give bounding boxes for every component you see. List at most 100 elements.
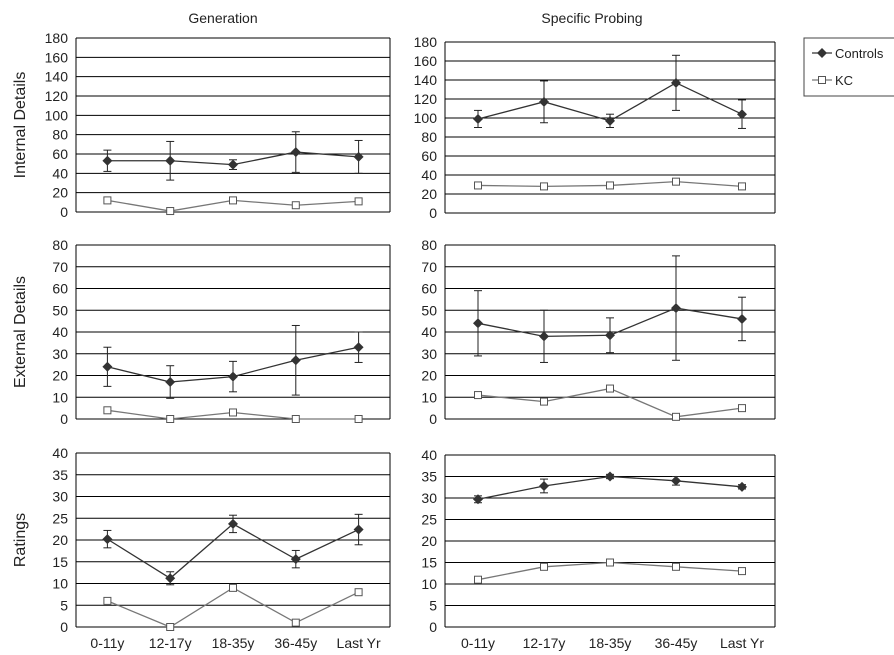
y-tick-label: 20 bbox=[421, 533, 437, 549]
data-point-kc bbox=[606, 181, 614, 190]
y-tick-label: 70 bbox=[52, 259, 68, 275]
legend-kc-square-marker bbox=[818, 76, 826, 84]
row-label-external-details: External Details bbox=[12, 276, 29, 388]
y-tick-label: 10 bbox=[421, 389, 437, 405]
chart-panel-1: 0 20 40 60 80 100 120 140 160 180 bbox=[45, 30, 391, 220]
data-point-kc bbox=[103, 406, 112, 415]
data-point-controls bbox=[165, 573, 176, 584]
y-tick-label: 80 bbox=[421, 237, 437, 253]
y-tick-label: 160 bbox=[414, 53, 438, 69]
data-point-controls bbox=[605, 115, 615, 126]
data-point-controls bbox=[228, 371, 238, 382]
x-tick-label: 36-45y bbox=[655, 635, 698, 651]
y-tick-label: 0 bbox=[60, 411, 68, 427]
y-tick-label: 40 bbox=[421, 447, 437, 463]
x-tick-label: 0-11y bbox=[461, 635, 495, 651]
y-tick-label: 10 bbox=[421, 576, 437, 592]
data-point-kc bbox=[672, 177, 680, 186]
series-line-kc bbox=[107, 587, 359, 628]
y-tick-label: 0 bbox=[429, 411, 437, 427]
data-point-controls bbox=[605, 330, 615, 341]
y-tick-label: 35 bbox=[52, 467, 68, 483]
legend-kc-label: KC bbox=[835, 73, 853, 88]
data-point-controls bbox=[165, 377, 176, 388]
data-point-controls bbox=[473, 113, 483, 124]
data-point-kc bbox=[103, 596, 112, 605]
legend-controls-diamond-marker bbox=[817, 48, 827, 58]
data-point-controls bbox=[290, 355, 301, 366]
legend-controls-label: Controls bbox=[835, 46, 884, 61]
data-point-kc bbox=[229, 196, 237, 205]
data-point-controls bbox=[102, 155, 113, 166]
x-tick-label: 18-35y bbox=[212, 635, 255, 651]
data-point-controls bbox=[737, 109, 747, 120]
data-point-kc bbox=[166, 415, 175, 423]
y-tick-label: 10 bbox=[52, 576, 68, 592]
legend-frame bbox=[803, 37, 894, 97]
y-tick-label: 10 bbox=[52, 389, 68, 405]
y-tick-label: 35 bbox=[421, 469, 437, 485]
data-point-kc bbox=[291, 415, 300, 423]
data-point-kc bbox=[738, 567, 746, 576]
y-tick-label: 40 bbox=[52, 165, 68, 181]
data-point-kc bbox=[540, 182, 548, 191]
data-point-kc bbox=[354, 588, 363, 597]
y-tick-label: 100 bbox=[414, 110, 438, 126]
data-point-controls bbox=[671, 303, 681, 314]
data-point-controls bbox=[539, 331, 549, 342]
data-point-kc bbox=[229, 408, 237, 417]
y-tick-label: 180 bbox=[45, 30, 69, 46]
y-tick-label: 30 bbox=[52, 346, 68, 362]
data-point-controls bbox=[737, 313, 747, 324]
y-tick-label: 120 bbox=[45, 88, 69, 104]
x-tick-label: Last Yr bbox=[337, 635, 381, 651]
y-tick-label: 15 bbox=[421, 555, 437, 571]
y-tick-label: 50 bbox=[421, 302, 437, 318]
data-point-controls bbox=[671, 475, 681, 486]
y-tick-label: 25 bbox=[421, 512, 437, 528]
y-tick-label: 30 bbox=[421, 346, 437, 362]
data-point-kc bbox=[354, 415, 363, 423]
column-title-specific-probing: Specific Probing bbox=[541, 10, 642, 26]
data-point-kc bbox=[291, 618, 300, 627]
y-tick-label: 0 bbox=[60, 619, 68, 635]
data-point-kc bbox=[606, 384, 614, 393]
y-tick-label: 40 bbox=[421, 167, 437, 183]
y-tick-label: 0 bbox=[429, 205, 437, 221]
data-point-kc bbox=[474, 575, 482, 584]
y-tick-label: 160 bbox=[45, 49, 69, 65]
row-label-internal-details: Internal Details bbox=[12, 72, 29, 179]
data-point-controls bbox=[539, 480, 549, 491]
data-point-controls bbox=[353, 342, 364, 353]
data-point-kc bbox=[229, 583, 237, 592]
data-point-controls bbox=[228, 518, 238, 529]
chart-panel-5: 0 5 10 15 20 25 30 35 40 0-11y 12-17y 18-35y 36-45y L… bbox=[52, 445, 391, 651]
y-tick-label: 60 bbox=[421, 281, 437, 297]
data-point-controls bbox=[290, 554, 301, 565]
y-tick-label: 5 bbox=[429, 598, 437, 614]
x-tick-label: 18-35y bbox=[589, 635, 632, 651]
y-tick-label: 20 bbox=[52, 185, 68, 201]
data-point-kc bbox=[474, 391, 482, 400]
y-tick-label: 40 bbox=[52, 445, 68, 461]
x-tick-label: Last Yr bbox=[720, 635, 764, 651]
y-tick-label: 25 bbox=[52, 510, 68, 526]
data-point-controls bbox=[353, 151, 364, 162]
data-point-kc bbox=[540, 397, 548, 406]
row-label-ratings: Ratings bbox=[12, 513, 29, 567]
data-point-controls bbox=[102, 361, 113, 372]
data-point-controls bbox=[102, 534, 113, 545]
x-tick-label: 36-45y bbox=[274, 635, 317, 651]
y-tick-label: 120 bbox=[414, 91, 438, 107]
data-point-controls bbox=[353, 524, 364, 535]
x-tick-label: 12-17y bbox=[149, 635, 192, 651]
y-tick-label: 40 bbox=[52, 324, 68, 340]
y-tick-label: 50 bbox=[52, 302, 68, 318]
y-tick-label: 80 bbox=[421, 129, 437, 145]
data-point-kc bbox=[606, 558, 614, 567]
y-tick-label: 180 bbox=[414, 34, 438, 50]
data-point-controls bbox=[228, 159, 238, 170]
data-point-controls bbox=[605, 471, 615, 482]
x-tick-label: 0-11y bbox=[90, 635, 124, 651]
y-tick-label: 40 bbox=[421, 324, 437, 340]
